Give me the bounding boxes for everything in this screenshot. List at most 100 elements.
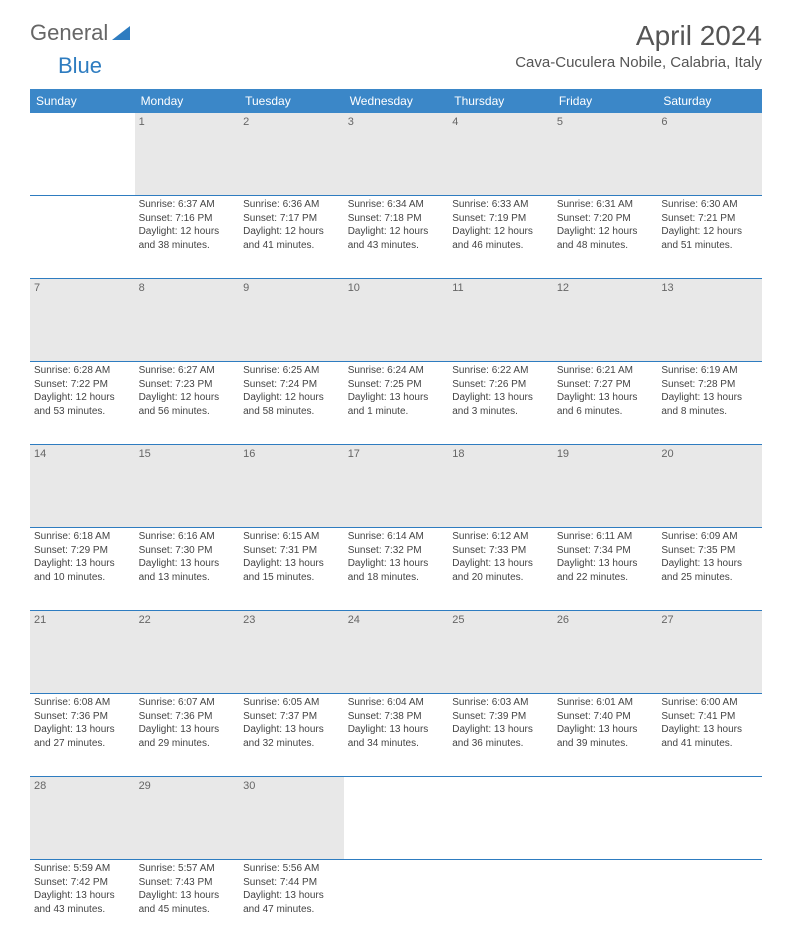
day-details: Sunrise: 6:19 AMSunset: 7:28 PMDaylight:… [661, 364, 758, 418]
day-cell: Sunrise: 6:11 AMSunset: 7:34 PMDaylight:… [553, 528, 658, 611]
day-cell: Sunrise: 6:05 AMSunset: 7:37 PMDaylight:… [239, 694, 344, 777]
day-cell: Sunrise: 6:01 AMSunset: 7:40 PMDaylight:… [553, 694, 658, 777]
day-content-row: Sunrise: 6:37 AMSunset: 7:16 PMDaylight:… [30, 196, 762, 279]
day-number: 5 [557, 116, 563, 128]
day-number: 23 [243, 614, 255, 626]
day-number-cell: 11 [448, 279, 553, 362]
day-number-cell: 16 [239, 445, 344, 528]
day-number-cell: 4 [448, 113, 553, 196]
day-details: Sunrise: 6:14 AMSunset: 7:32 PMDaylight:… [348, 530, 445, 584]
day-number: 11 [452, 282, 463, 294]
day-number-row: 78910111213 [30, 279, 762, 362]
day-number-row: 282930 [30, 777, 762, 860]
day-details: Sunrise: 6:27 AMSunset: 7:23 PMDaylight:… [139, 364, 236, 418]
day-number: 8 [139, 282, 145, 294]
day-cell: Sunrise: 6:30 AMSunset: 7:21 PMDaylight:… [657, 196, 762, 279]
day-number-cell: 28 [30, 777, 135, 860]
day-number-cell: 9 [239, 279, 344, 362]
day-number-cell [448, 777, 553, 860]
day-cell: Sunrise: 6:22 AMSunset: 7:26 PMDaylight:… [448, 362, 553, 445]
day-number-cell: 30 [239, 777, 344, 860]
day-number-cell: 17 [344, 445, 449, 528]
day-cell: Sunrise: 6:03 AMSunset: 7:39 PMDaylight:… [448, 694, 553, 777]
day-cell: Sunrise: 6:34 AMSunset: 7:18 PMDaylight:… [344, 196, 449, 279]
day-details: Sunrise: 6:37 AMSunset: 7:16 PMDaylight:… [139, 198, 236, 252]
day-number: 26 [557, 614, 569, 626]
day-cell: Sunrise: 5:57 AMSunset: 7:43 PMDaylight:… [135, 860, 240, 942]
day-number: 14 [34, 448, 46, 460]
day-number-cell: 13 [657, 279, 762, 362]
day-details: Sunrise: 6:25 AMSunset: 7:24 PMDaylight:… [243, 364, 340, 418]
day-details: Sunrise: 6:16 AMSunset: 7:30 PMDaylight:… [139, 530, 236, 584]
day-number: 30 [243, 780, 255, 792]
day-header: Saturday [657, 89, 762, 113]
day-number: 10 [348, 282, 360, 294]
day-number: 6 [661, 116, 667, 128]
day-details: Sunrise: 6:22 AMSunset: 7:26 PMDaylight:… [452, 364, 549, 418]
calendar-table: SundayMondayTuesdayWednesdayThursdayFrid… [30, 89, 762, 942]
day-cell: Sunrise: 6:16 AMSunset: 7:30 PMDaylight:… [135, 528, 240, 611]
day-number: 15 [139, 448, 151, 460]
day-cell [30, 196, 135, 279]
day-number-row: 21 22 23 2425 26 27 [30, 611, 762, 694]
day-cell: Sunrise: 6:28 AMSunset: 7:22 PMDaylight:… [30, 362, 135, 445]
day-cell [344, 860, 449, 942]
day-details: Sunrise: 5:57 AMSunset: 7:43 PMDaylight:… [139, 862, 236, 916]
day-number-cell: 14 [30, 445, 135, 528]
day-number-cell: 2 [239, 113, 344, 196]
day-content-row: Sunrise: 6:18 AMSunset: 7:29 PMDaylight:… [30, 528, 762, 611]
day-details: Sunrise: 6:04 AMSunset: 7:38 PMDaylight:… [348, 696, 445, 750]
day-number-cell: 21 [30, 611, 135, 694]
day-details: Sunrise: 6:28 AMSunset: 7:22 PMDaylight:… [34, 364, 131, 418]
day-number-cell: 3 [344, 113, 449, 196]
day-number-cell: 6 [657, 113, 762, 196]
day-number-cell: 8 [135, 279, 240, 362]
day-number: 20 [661, 448, 673, 460]
day-details: Sunrise: 6:30 AMSunset: 7:21 PMDaylight:… [661, 198, 758, 252]
day-cell: Sunrise: 6:12 AMSunset: 7:33 PMDaylight:… [448, 528, 553, 611]
day-number: 25 [452, 614, 464, 626]
day-number-cell: 19 [553, 445, 658, 528]
day-details: Sunrise: 6:34 AMSunset: 7:18 PMDaylight:… [348, 198, 445, 252]
day-number: 18 [452, 448, 464, 460]
day-details: Sunrise: 6:09 AMSunset: 7:35 PMDaylight:… [661, 530, 758, 584]
logo-text-blue: Blue [58, 53, 102, 78]
day-details: Sunrise: 6:33 AMSunset: 7:19 PMDaylight:… [452, 198, 549, 252]
day-details: Sunrise: 6:31 AMSunset: 7:20 PMDaylight:… [557, 198, 654, 252]
day-details: Sunrise: 5:56 AMSunset: 7:44 PMDaylight:… [243, 862, 340, 916]
day-number: 4 [452, 116, 458, 128]
day-number-cell: 25 [448, 611, 553, 694]
day-cell: Sunrise: 6:07 AMSunset: 7:36 PMDaylight:… [135, 694, 240, 777]
day-number-cell: 29 [135, 777, 240, 860]
day-number-row: 14 15 16 1718 19 20 [30, 445, 762, 528]
day-number: 16 [243, 448, 255, 460]
day-number-cell: 1 [135, 113, 240, 196]
day-number-cell: 26 [553, 611, 658, 694]
day-details: Sunrise: 6:00 AMSunset: 7:41 PMDaylight:… [661, 696, 758, 750]
day-number-row: 123 4 5 6 [30, 113, 762, 196]
day-number: 19 [557, 448, 569, 460]
day-details: Sunrise: 6:11 AMSunset: 7:34 PMDaylight:… [557, 530, 654, 584]
day-details: Sunrise: 6:03 AMSunset: 7:39 PMDaylight:… [452, 696, 549, 750]
day-number: 22 [139, 614, 151, 626]
day-number-cell [344, 777, 449, 860]
day-number-cell: 5 [553, 113, 658, 196]
day-number-cell: 18 [448, 445, 553, 528]
day-cell: Sunrise: 6:09 AMSunset: 7:35 PMDaylight:… [657, 528, 762, 611]
day-header: Friday [553, 89, 658, 113]
month-title: April 2024 [515, 20, 762, 52]
day-cell [553, 860, 658, 942]
day-cell: Sunrise: 6:36 AMSunset: 7:17 PMDaylight:… [239, 196, 344, 279]
day-cell: Sunrise: 6:08 AMSunset: 7:36 PMDaylight:… [30, 694, 135, 777]
day-content-row: Sunrise: 5:59 AMSunset: 7:42 PMDaylight:… [30, 860, 762, 942]
day-details: Sunrise: 6:18 AMSunset: 7:29 PMDaylight:… [34, 530, 131, 584]
day-details: Sunrise: 6:15 AMSunset: 7:31 PMDaylight:… [243, 530, 340, 584]
day-number: 3 [348, 116, 354, 128]
day-number-cell: 24 [344, 611, 449, 694]
day-number-cell: 15 [135, 445, 240, 528]
day-header: Wednesday [344, 89, 449, 113]
day-header: Monday [135, 89, 240, 113]
day-number-cell: 27 [657, 611, 762, 694]
day-cell: Sunrise: 6:31 AMSunset: 7:20 PMDaylight:… [553, 196, 658, 279]
day-number: 7 [34, 282, 40, 294]
